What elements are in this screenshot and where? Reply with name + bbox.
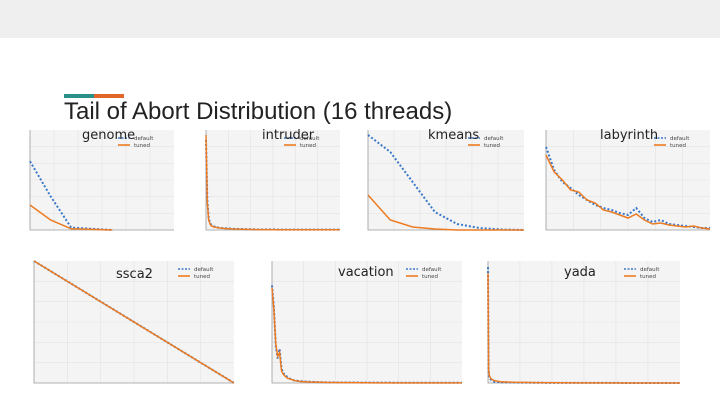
- title-accent-orange: [94, 94, 124, 98]
- intruder-legend-label: tuned: [300, 143, 316, 149]
- genome-series-tuned: [29, 204, 113, 231]
- vacation-legend-label: default: [422, 267, 442, 273]
- labyrinth-legend-label: tuned: [670, 143, 686, 149]
- labyrinth-legend-label: default: [670, 136, 690, 142]
- labyrinth-title: labyrinth: [600, 128, 659, 143]
- kmeans-chart: default tuned kmeans: [354, 124, 530, 242]
- vacation-chart: default tuned vacation: [258, 255, 468, 395]
- vacation-series-tuned: [271, 287, 462, 384]
- ssca2-legend-label: default: [194, 267, 214, 273]
- ssca2-chart: default tuned ssca2: [20, 255, 240, 395]
- genome-legend-label: tuned: [134, 143, 150, 149]
- intruder-legend-label: default: [300, 136, 320, 142]
- title-accent-teal: [64, 94, 94, 98]
- yada-series-tuned: [487, 273, 681, 384]
- vacation-legend-label: tuned: [422, 274, 438, 280]
- kmeans-title: kmeans: [428, 128, 480, 143]
- labyrinth-series-tuned: [545, 154, 711, 230]
- genome-chart: default tuned genome: [16, 124, 180, 242]
- labyrinth-axes: [545, 130, 710, 231]
- vacation-title: vacation: [338, 265, 394, 280]
- top-band: [0, 0, 720, 38]
- yada-legend-label: default: [640, 267, 660, 273]
- ssca2-legend-label: tuned: [194, 274, 210, 280]
- ssca2-axes: [33, 261, 234, 384]
- intruder-chart: default tuned intruder: [192, 124, 346, 242]
- genome-title: genome: [82, 128, 136, 143]
- genome-axes: [29, 130, 174, 231]
- ssca2-title: ssca2: [116, 267, 153, 282]
- genome-legend-label: default: [134, 136, 154, 142]
- ssca2-series-tuned: [33, 260, 235, 384]
- intruder-title: intruder: [262, 128, 315, 143]
- slide-title: Tail of Abort Distribution (16 threads): [64, 98, 453, 125]
- yada-title: yada: [564, 265, 596, 280]
- yada-legend-label: tuned: [640, 274, 656, 280]
- intruder-series-tuned: [205, 134, 340, 231]
- kmeans-series-tuned: [367, 194, 524, 231]
- yada-chart: default tuned yada: [474, 255, 686, 395]
- labyrinth-chart: default tuned labyrinth: [532, 124, 716, 242]
- kmeans-legend-label: default: [484, 136, 504, 142]
- kmeans-legend-label: tuned: [484, 143, 500, 149]
